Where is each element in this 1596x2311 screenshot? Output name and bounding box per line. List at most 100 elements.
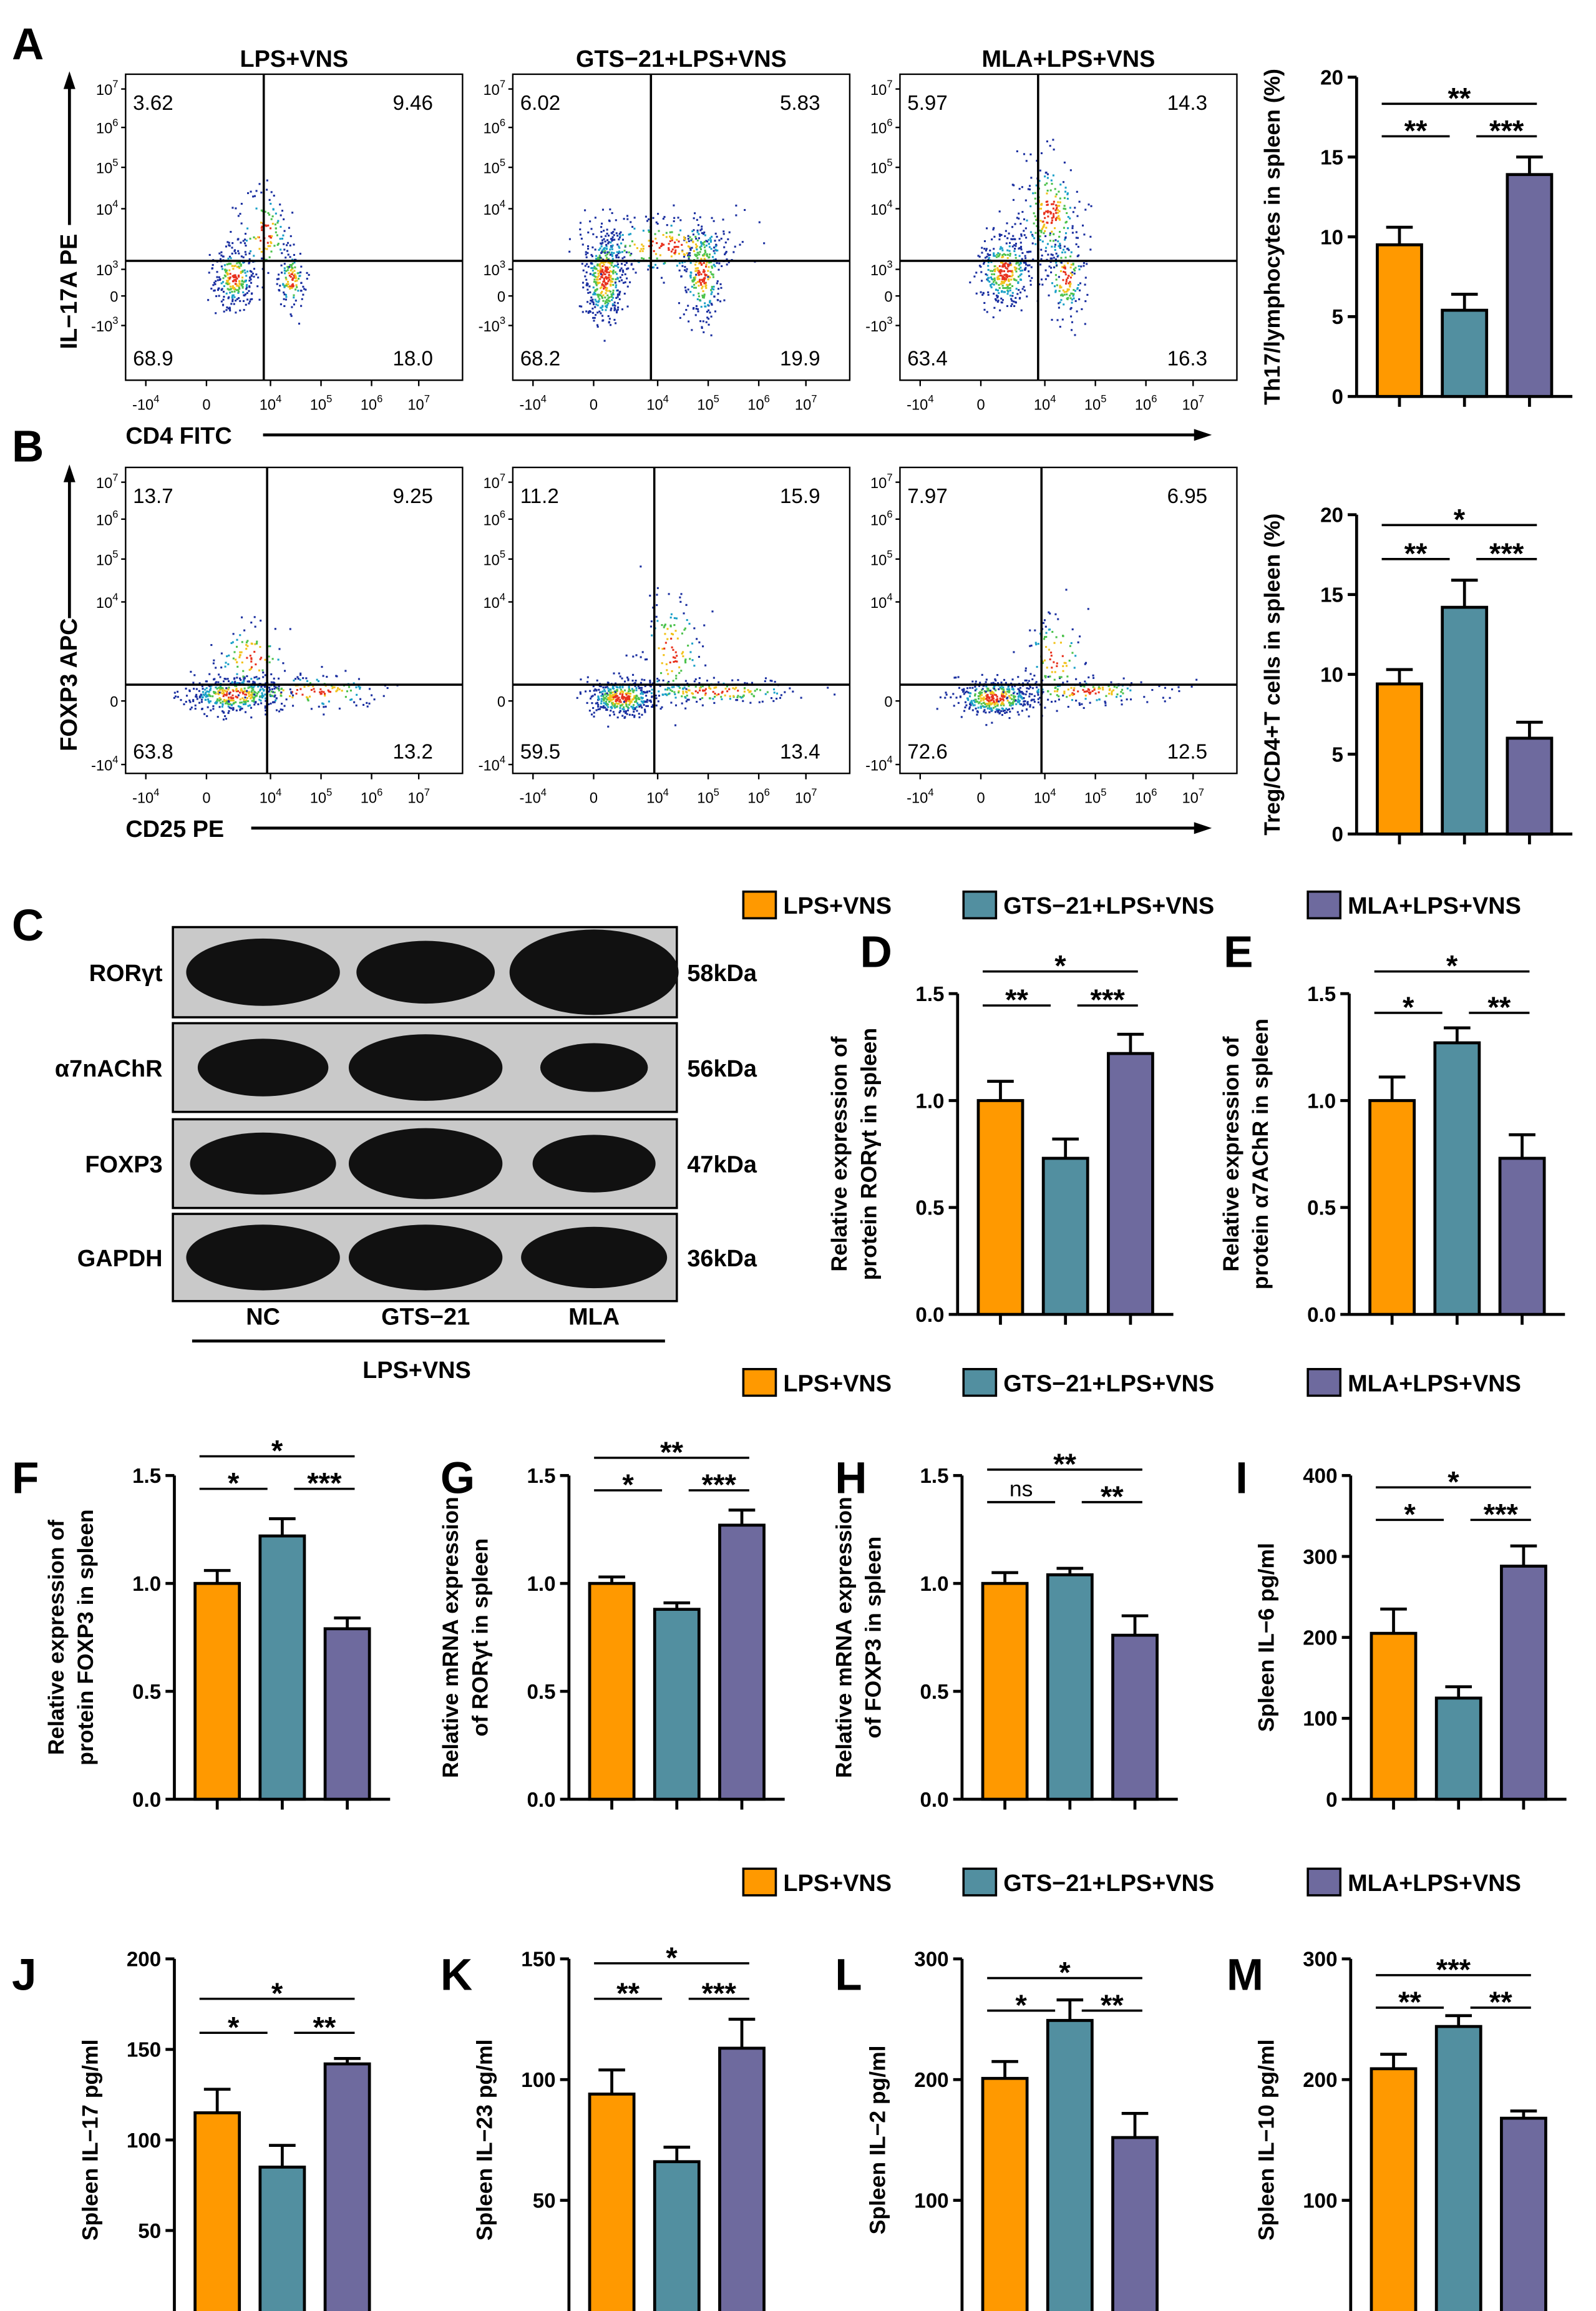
event-dot — [290, 275, 292, 278]
event-dot — [309, 695, 311, 698]
event-dot — [988, 276, 990, 279]
event-dot — [285, 698, 288, 701]
event-dot — [585, 284, 588, 286]
event-dot — [592, 233, 595, 235]
event-dot — [714, 245, 717, 248]
tick-exp: 4 — [928, 393, 933, 405]
event-dot — [220, 685, 222, 687]
legend-label: MLA+LPS+VNS — [1348, 1870, 1521, 1897]
event-dot — [1086, 293, 1089, 296]
event-dot — [608, 696, 611, 698]
tick-base: 10 — [697, 398, 713, 414]
event-dot — [1041, 688, 1044, 691]
event-dot — [691, 279, 694, 281]
event-dot — [1036, 666, 1038, 668]
protein-band — [532, 1135, 656, 1193]
event-dot — [674, 630, 677, 632]
event-dot — [1073, 270, 1076, 272]
event-dot — [270, 227, 272, 230]
event-dot — [206, 690, 208, 693]
event-dot — [973, 700, 975, 702]
event-dot — [1050, 266, 1053, 269]
event-dot — [1002, 698, 1005, 700]
event-dot — [592, 274, 595, 276]
event-dot — [611, 698, 613, 701]
event-dot — [1055, 204, 1058, 207]
event-dot — [1021, 269, 1024, 271]
event-dot — [333, 686, 336, 688]
event-dot — [618, 280, 621, 283]
event-dot — [226, 700, 228, 703]
event-dot — [266, 242, 269, 244]
event-dot — [680, 670, 683, 672]
event-dot — [1069, 295, 1071, 297]
event-dot — [225, 282, 228, 285]
event-dot — [987, 258, 990, 261]
event-dot — [280, 303, 282, 306]
event-dot — [243, 676, 246, 678]
event-dot — [1043, 638, 1046, 640]
event-dot — [1011, 678, 1014, 681]
y-tick-label: 0.0 — [527, 1789, 555, 1812]
event-dot — [1078, 702, 1081, 705]
event-dot — [228, 263, 230, 265]
event-dot — [600, 695, 603, 697]
event-dot — [291, 696, 294, 698]
event-dot — [991, 283, 993, 285]
event-dot — [715, 686, 718, 688]
event-dot — [1015, 288, 1018, 290]
event-dot — [299, 275, 301, 277]
event-dot — [1059, 245, 1061, 247]
event-dot — [984, 691, 986, 694]
event-dot — [594, 217, 596, 219]
event-dot — [599, 263, 601, 265]
event-dot — [248, 290, 250, 292]
event-dot — [1079, 635, 1081, 638]
event-dot — [674, 660, 677, 663]
event-dot — [614, 265, 616, 267]
event-dot — [704, 275, 707, 277]
event-dot — [264, 674, 266, 677]
event-dot — [242, 291, 245, 293]
event-dot — [1003, 688, 1005, 691]
event-dot — [1015, 253, 1017, 257]
event-dot — [604, 690, 606, 693]
event-dot — [595, 314, 597, 316]
event-dot — [997, 682, 1000, 685]
event-dot — [1116, 693, 1119, 696]
event-dot — [685, 688, 688, 690]
event-dot — [619, 675, 621, 678]
event-dot — [215, 295, 218, 298]
event-dot — [625, 261, 628, 264]
tick-base: 0 — [497, 290, 505, 306]
event-dot — [992, 682, 995, 684]
event-dot — [630, 253, 633, 255]
event-dot — [1056, 205, 1059, 207]
event-dot — [990, 286, 993, 288]
event-dot — [659, 685, 661, 687]
event-dot — [720, 237, 723, 240]
event-dot — [703, 282, 706, 285]
event-dot — [611, 691, 614, 694]
event-dot — [670, 637, 673, 640]
event-dot — [591, 298, 594, 301]
event-dot — [1059, 197, 1061, 200]
event-dot — [1053, 661, 1055, 663]
event-dot — [233, 296, 236, 298]
event-dot — [684, 696, 687, 699]
y-axis-label: protein α7AChR in spleen — [1248, 1019, 1273, 1289]
tick-base: 10 — [1084, 791, 1101, 807]
event-dot — [1069, 297, 1072, 300]
event-dot — [230, 303, 233, 305]
event-dot — [673, 624, 676, 627]
event-dot — [656, 222, 659, 225]
event-dot — [619, 699, 621, 701]
event-dot — [659, 708, 662, 710]
event-dot — [1001, 714, 1003, 716]
event-dot — [288, 227, 290, 229]
event-dot — [1054, 290, 1057, 292]
event-dot — [675, 675, 678, 677]
event-dot — [1026, 682, 1029, 685]
event-dot — [246, 227, 249, 230]
event-dot — [609, 248, 611, 251]
